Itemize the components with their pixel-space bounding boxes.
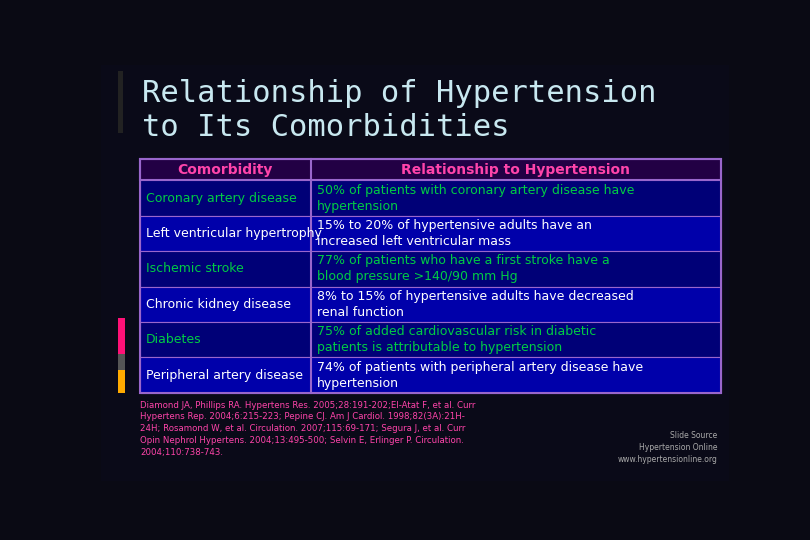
Text: 74% of patients with peripheral artery disease have
hypertension: 74% of patients with peripheral artery d… [317, 361, 643, 390]
Text: Peripheral artery disease: Peripheral artery disease [146, 369, 303, 382]
Text: 77% of patients who have a first stroke have a
blood pressure >140/90 mm Hg: 77% of patients who have a first stroke … [317, 254, 609, 284]
Bar [140, 215, 721, 251]
Text: to Its Comorbidities: to Its Comorbidities [142, 112, 509, 141]
Text: Diamond JA, Phillips RA. Hypertens Res. 2005;28:191-202;El-Atat F, et al. Curr
H: Diamond JA, Phillips RA. Hypertens Res. … [140, 401, 475, 457]
Text: 50% of patients with coronary artery disease have
hypertension: 50% of patients with coronary artery dis… [317, 184, 634, 213]
Text: 8% to 15% of hypertensive adults have decreased
renal function: 8% to 15% of hypertensive adults have de… [317, 290, 633, 319]
Bar [118, 71, 123, 132]
Bar [118, 354, 126, 373]
Bar [140, 287, 721, 322]
Bar [118, 370, 126, 393]
Text: Relationship to Hypertension: Relationship to Hypertension [402, 163, 630, 177]
Bar [140, 159, 721, 393]
Bar [140, 357, 721, 393]
Text: Coronary artery disease: Coronary artery disease [146, 192, 297, 205]
Text: Chronic kidney disease: Chronic kidney disease [146, 298, 292, 311]
Bar [140, 159, 721, 180]
Text: Diabetes: Diabetes [146, 333, 202, 346]
Bar [140, 322, 721, 357]
Bar [140, 180, 721, 215]
Text: Slide Source
Hypertension Online
www.hypertensionline.org: Slide Source Hypertension Online www.hyp… [617, 431, 718, 464]
Text: 75% of added cardiovascular risk in diabetic
patients is attributable to hyperte: 75% of added cardiovascular risk in diab… [317, 325, 596, 354]
Text: Ischemic stroke: Ischemic stroke [146, 262, 244, 275]
Text: Left ventricular hypertrophy: Left ventricular hypertrophy [146, 227, 322, 240]
Bar [140, 251, 721, 287]
Text: Relationship of Hypertension: Relationship of Hypertension [142, 79, 656, 107]
Text: Comorbidity: Comorbidity [177, 163, 273, 177]
Bar [118, 319, 126, 357]
Text: 15% to 20% of hypertensive adults have an
increased left ventricular mass: 15% to 20% of hypertensive adults have a… [317, 219, 591, 248]
